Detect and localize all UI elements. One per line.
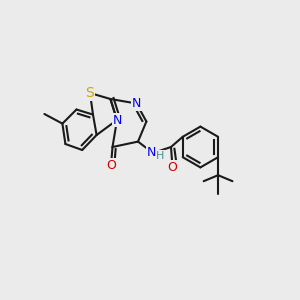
- Text: N: N: [132, 97, 141, 110]
- Text: H: H: [156, 151, 165, 161]
- Text: S: S: [85, 86, 94, 100]
- Text: N: N: [147, 146, 156, 160]
- Text: N: N: [112, 113, 122, 127]
- Text: O: O: [168, 161, 177, 174]
- Text: O: O: [106, 159, 116, 172]
